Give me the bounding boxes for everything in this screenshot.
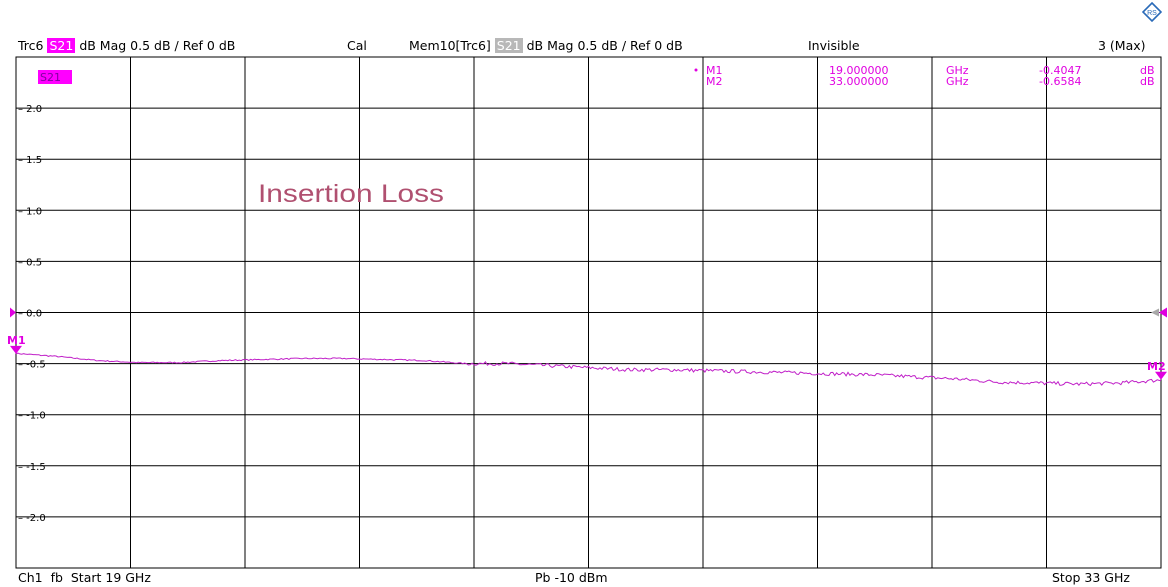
memory-param-badge[interactable]: S21 bbox=[494, 38, 523, 53]
marker-table: M1 19.000000 GHz -0.4047 dB M2 33.000000 GHz -0.… bbox=[694, 64, 1155, 88]
trace-id: Trc6 bbox=[18, 38, 44, 53]
max-indicator: 3 (Max) bbox=[1098, 38, 1146, 53]
y-tick-label: – 0.5 bbox=[18, 257, 42, 268]
marker-table-frequency: 19.000000 bbox=[829, 64, 889, 77]
trace-header: Trc6 S21 dB Mag 0.5 dB / Ref 0 dB bbox=[18, 38, 235, 53]
left-reference-arrow bbox=[10, 307, 16, 318]
grid bbox=[15, 56, 1162, 569]
marker-table-value-unit: dB bbox=[1140, 75, 1155, 88]
marker-table-frequency-unit: GHz bbox=[946, 75, 969, 88]
reference-arrows bbox=[10, 307, 1167, 318]
start-frequency: Start 19 GHz bbox=[70, 570, 151, 585]
y-tick-label: – 0.0 bbox=[18, 309, 42, 320]
memory-state: Invisible bbox=[808, 38, 860, 53]
trace-ref: Ref 0 dB bbox=[182, 38, 236, 53]
stop-frequency: Stop 33 GHz bbox=[1052, 570, 1130, 585]
m2-marker-triangle bbox=[1155, 371, 1167, 380]
trace-format: dB Mag bbox=[79, 38, 127, 53]
mode-label: fb bbox=[50, 570, 63, 585]
trace-label-badge[interactable]: S21 bbox=[38, 70, 72, 84]
insertion-loss-annotation: Insertion Loss bbox=[258, 180, 444, 208]
y-tick-label: – -1.5 bbox=[18, 462, 46, 473]
m1-marker-label: M1 bbox=[7, 334, 26, 347]
trace-param-badge[interactable]: S21 bbox=[47, 38, 76, 53]
active-marker-dot bbox=[694, 68, 698, 72]
y-tick-label: – 1.0 bbox=[18, 206, 42, 217]
channel-label: Ch1 bbox=[18, 570, 43, 585]
m2-marker-label: M2 bbox=[1147, 360, 1166, 373]
source-power: Pb -10 dBm bbox=[535, 570, 608, 585]
y-tick-label: – -1.0 bbox=[18, 411, 46, 422]
marker-table-value: -0.4047 bbox=[1039, 64, 1081, 77]
marker-table-value: -0.6584 bbox=[1039, 75, 1081, 88]
memory-header: Mem10[Trc6] S21 dB Mag 0.5 dB / Ref 0 dB bbox=[409, 38, 683, 53]
memory-id: Mem10[Trc6] bbox=[409, 38, 491, 53]
right-reference-arrow bbox=[1159, 307, 1167, 318]
marker-table-label: M1 bbox=[706, 64, 723, 77]
memory-ref: Ref 0 dB bbox=[630, 38, 683, 53]
y-tick-label: – -2.0 bbox=[18, 513, 46, 524]
memory-reference-arrow bbox=[1151, 308, 1159, 317]
marker-table-frequency-unit: GHz bbox=[946, 64, 969, 77]
marker-table-value-unit: dB bbox=[1140, 64, 1155, 77]
marker-table-label: M2 bbox=[706, 75, 723, 88]
y-tick-label: – 1.5 bbox=[18, 155, 42, 166]
rohde-schwarz-logo-icon: RS bbox=[1142, 2, 1162, 22]
y-axis-ticks: – 2.0 – 1.5 – 1.0 – 0.5 – 0.0 – -0.5 – -1.0 – -… bbox=[18, 104, 46, 524]
m1-marker-triangle bbox=[10, 345, 22, 354]
trace-scale: 0.5 dB / bbox=[130, 38, 179, 53]
cal-label: Cal bbox=[347, 38, 367, 53]
marker-table-frequency: 33.000000 bbox=[829, 75, 889, 88]
y-tick-label: – -0.5 bbox=[18, 360, 46, 371]
y-tick-label: – 2.0 bbox=[18, 104, 42, 115]
footer-channel: Ch1 fb Start 19 GHz bbox=[18, 570, 151, 585]
trace-label: S21 bbox=[40, 71, 61, 84]
svg-text:RS: RS bbox=[1147, 10, 1157, 17]
markers: M1 M2 bbox=[7, 334, 1167, 380]
memory-format: dB Mag bbox=[526, 38, 574, 53]
memory-scale: 0.5 dB / bbox=[577, 38, 627, 53]
s21-trace-line bbox=[15, 352, 1162, 387]
